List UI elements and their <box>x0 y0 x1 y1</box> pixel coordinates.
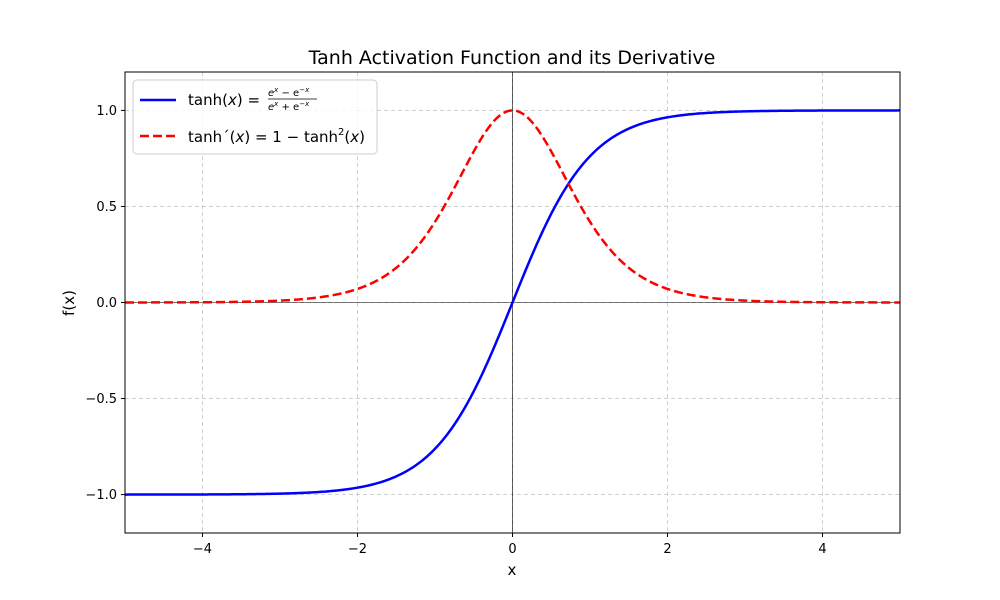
legend-tanh-den-sup1: x <box>273 100 279 108</box>
y-tick-label: −1.0 <box>85 488 117 503</box>
legend-box <box>132 79 378 155</box>
y-tick-label: 1.0 <box>96 104 117 119</box>
legend-tanh-num-e: e <box>268 88 274 99</box>
chart-title: Tanh Activation Function and its Derivat… <box>308 47 716 69</box>
y-tick-label: 0.5 <box>96 200 117 215</box>
legend: tanh(x) = ex − e−x ex + e−x tanh´(x) = 1… <box>132 79 378 155</box>
legend-tanh-num-sup2: −x <box>299 86 310 94</box>
y-tick-label: −0.5 <box>85 392 117 407</box>
legend-tanh-prefix: tanh( <box>188 91 228 109</box>
legend-deriv-var2: x <box>349 128 359 146</box>
legend-entry-tanh: tanh(x) = ex − e−x ex + e−x <box>188 86 317 113</box>
series-line-tanh <box>125 109 900 496</box>
legend-deriv-end2: ) <box>359 128 365 146</box>
legend-deriv-end1: ( <box>344 128 350 146</box>
svg-text:ex − e−x: ex − e−x <box>268 86 310 99</box>
y-axis-label: f(x) <box>60 290 78 316</box>
svg-text:tanh(x) =: tanh(x) = <box>188 91 260 109</box>
svg-text:ex + e−x: ex + e−x <box>268 100 310 113</box>
legend-tanh-num-sup1: x <box>273 86 279 94</box>
legend-tanh-den-sup2: −x <box>299 100 310 108</box>
y-axis-ticks: −1.0 −0.5 0.0 0.5 1.0 <box>85 104 125 503</box>
x-axis-ticks: −4 −2 0 2 4 <box>193 533 827 557</box>
legend-tanh-num-minus: − e <box>278 88 299 99</box>
y-tick-label: 0.0 <box>96 296 117 311</box>
legend-entry-derivative: tanh´(x) = 1 − tanh2(x) <box>188 127 365 146</box>
legend-tanh-var: x <box>227 91 237 109</box>
legend-deriv-mid2: ) = 1 − tanh <box>244 128 338 146</box>
legend-tanh-den-e: e <box>268 102 274 113</box>
x-tick-label: 4 <box>818 542 826 557</box>
x-tick-label: 0 <box>508 542 516 557</box>
x-tick-label: −2 <box>348 542 367 557</box>
legend-tanh-mid: ) = <box>237 91 260 109</box>
legend-tanh-den-plus: + e <box>278 102 299 113</box>
series-layer <box>125 109 900 496</box>
legend-deriv-prefix: tanh <box>188 128 222 146</box>
x-tick-label: −4 <box>193 542 212 557</box>
series-line-tanh-derivative <box>125 109 900 304</box>
legend-deriv-prime: ´ <box>222 128 230 146</box>
x-axis-label: x <box>508 561 517 579</box>
legend-deriv-sup: 2 <box>338 127 344 138</box>
legend-deriv-var: x <box>234 128 244 146</box>
legend-deriv-mid1: ( <box>230 128 236 146</box>
x-tick-label: 2 <box>663 542 671 557</box>
